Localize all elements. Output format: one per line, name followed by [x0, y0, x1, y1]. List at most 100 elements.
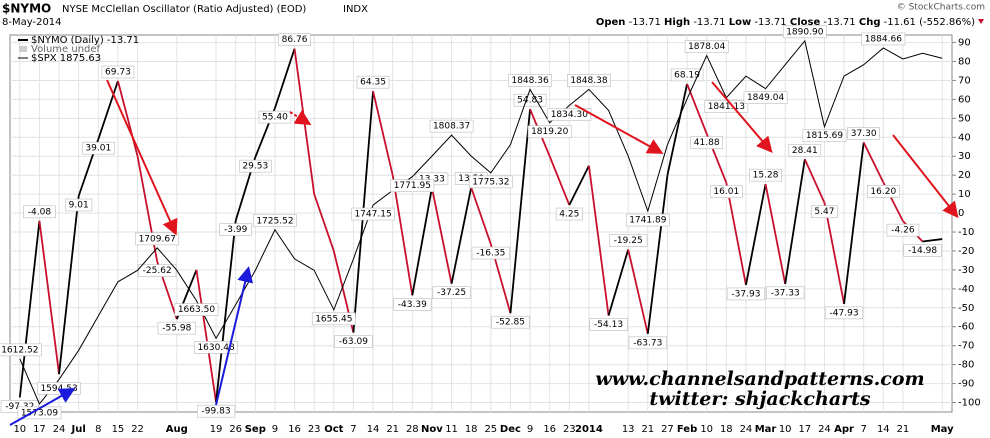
annotation: www.channelsandpatterns.com: [595, 368, 924, 390]
x-tick-label: 23: [308, 424, 321, 435]
x-tick-label: 27: [661, 424, 674, 435]
line-segment: [803, 158, 826, 204]
line-segment: [862, 142, 885, 183]
value-label: 1725.52: [256, 216, 293, 226]
value-label-box: [17, 406, 62, 420]
line-segment: [843, 142, 865, 304]
value-label: 1878.04: [688, 42, 725, 52]
x-tick-label: Feb: [677, 424, 697, 435]
value-label: 1630.48: [197, 343, 234, 353]
value-label: -25.62: [143, 266, 172, 276]
x-tick-label: 18: [465, 424, 478, 435]
x-tick-label: 18: [720, 424, 733, 435]
x-tick-label: 11: [445, 424, 458, 435]
line-segment: [823, 202, 845, 305]
value-label-box: [23, 205, 56, 219]
value-label: 28.41: [792, 146, 818, 156]
stat-label: Chg: [859, 17, 881, 28]
value-label-box: [429, 119, 474, 133]
x-tick-label: 16: [288, 424, 301, 435]
value-label-box: [861, 32, 906, 46]
line-segment: [548, 155, 571, 206]
y-tick-label: -50: [958, 303, 974, 314]
value-label-box: [278, 33, 311, 47]
value-label-box: [135, 232, 180, 246]
value-label: 68.19: [674, 70, 700, 80]
value-label-box: [508, 74, 552, 87]
value-label-box: [356, 75, 390, 89]
value-label: 1849.04: [747, 93, 784, 103]
value-label-box: [82, 141, 115, 155]
value-label-box: [174, 303, 219, 316]
value-label: 1709.67: [139, 234, 176, 244]
value-label: -4.08: [28, 207, 52, 217]
x-tick-label: Mar: [755, 424, 777, 435]
x-tick-label: 24: [740, 424, 753, 435]
value-label-box: [194, 341, 238, 354]
value-label-box: [824, 306, 864, 320]
x-tick-label: Nov: [421, 424, 443, 435]
y-tick-label: 20: [958, 170, 971, 181]
legend-label: Volume undef: [31, 44, 101, 55]
line-segment: [450, 187, 473, 284]
x-tick-label: 23: [563, 424, 576, 435]
value-label-box: [138, 264, 177, 277]
line-segment: [509, 109, 531, 314]
y-tick-label: 90: [958, 38, 971, 49]
value-label-box: [788, 143, 822, 157]
y-tick-label: 40: [958, 132, 971, 143]
value-label-box: [886, 223, 920, 237]
y-tick-label: -30: [958, 265, 974, 276]
legend-swatch: [19, 46, 27, 52]
value-label: 1771.95: [394, 181, 431, 191]
y-tick-label: 10: [958, 189, 971, 200]
value-label-box: [802, 129, 847, 143]
y-tick-label: -40: [958, 284, 974, 295]
stat-value: -13.71: [823, 17, 855, 28]
x-tick-label: 13: [622, 424, 635, 435]
value-label: 1890.90: [786, 27, 823, 37]
x-tick-label: 10: [779, 424, 792, 435]
value-label: 64.35: [360, 78, 386, 88]
value-label: 1819.20: [531, 127, 568, 137]
y-tick-label: -20: [958, 246, 974, 257]
value-label-box: [704, 100, 749, 113]
x-tick-label: 7: [350, 424, 356, 435]
value-label: 69.73: [105, 67, 131, 77]
value-label-box: [690, 136, 723, 150]
value-label: -63.73: [633, 338, 662, 348]
x-tick-label: Sep: [245, 424, 266, 435]
value-label: 15.28: [753, 171, 779, 181]
value-label-box: [239, 159, 272, 173]
y-tick-label: -80: [958, 360, 974, 371]
line-segment: [764, 183, 787, 284]
x-tick-label: 22: [131, 424, 144, 435]
line-segment: [117, 80, 139, 157]
value-label-box: [567, 74, 611, 87]
stat-label: Close: [790, 17, 821, 28]
line-segment: [922, 238, 943, 243]
line-segment: [18, 220, 41, 398]
value-label-box: [810, 205, 838, 219]
line-segment: [627, 249, 649, 335]
value-label-box: [726, 287, 766, 301]
value-label-box: [491, 315, 530, 329]
y-tick-label: 60: [958, 94, 971, 105]
x-tick-label: 7: [861, 424, 867, 435]
stat-value: -11.61 (-552.86%): [884, 17, 975, 28]
stats: Open -13.71 High -13.71 Low -13.71 Close…: [596, 17, 975, 28]
line-segment: [391, 175, 414, 296]
value-label-box: [334, 335, 373, 348]
y-tick-label: -60: [958, 322, 974, 333]
chart-title: $NYMO: [2, 2, 51, 16]
value-label-box: [867, 185, 900, 198]
line-segment: [431, 187, 453, 284]
x-tick-label: May: [931, 424, 954, 435]
trend-arrow: [215, 266, 254, 406]
value-label-box: [393, 297, 432, 311]
value-label: 39.01: [85, 144, 111, 154]
value-label: 1655.45: [315, 314, 352, 324]
date: 8-May-2014: [2, 17, 62, 28]
line-segment: [372, 90, 394, 176]
value-label: -52.85: [496, 318, 525, 328]
